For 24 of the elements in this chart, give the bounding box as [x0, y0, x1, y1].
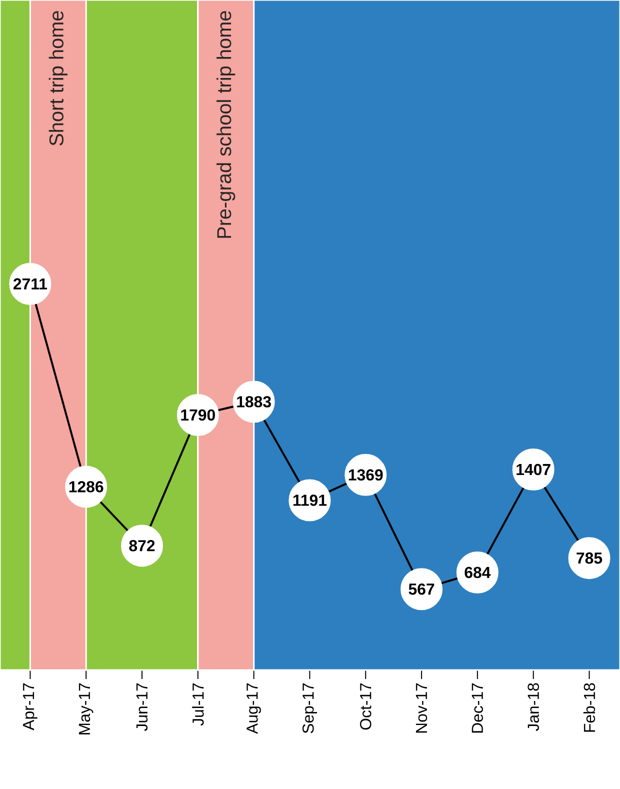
x-tick-label: Oct-17	[360, 683, 372, 730]
x-tick-label: Aug-17	[246, 683, 261, 734]
x-tick-label: Jul-17	[192, 683, 204, 726]
band-label: Short trip home	[48, 11, 68, 146]
data-label: 1286	[69, 481, 104, 492]
data-label: 567	[408, 583, 434, 595]
x-tick-label: Jun-17	[136, 683, 148, 732]
x-tick-label: Nov-17	[416, 683, 428, 733]
x-tick-label: Dec-17	[472, 683, 484, 733]
x-tick-label: May-17	[78, 683, 94, 734]
x-tick-label: Feb-18	[583, 683, 596, 732]
data-label: 1790	[181, 409, 215, 421]
data-label: 2711	[13, 278, 48, 290]
data-label: 785	[576, 552, 602, 564]
data-label: 684	[464, 566, 491, 578]
data-label: 1369	[348, 469, 383, 481]
band-label: Pre-grad school trip home	[216, 11, 236, 238]
data-label: 1883	[237, 396, 271, 408]
data-label: 872	[129, 540, 155, 552]
data-label: 1407	[516, 464, 550, 476]
x-tick-label: Sep-17	[302, 683, 317, 734]
x-tick-label: Apr-17	[23, 683, 38, 730]
data-label: 1191	[293, 494, 327, 506]
x-tick-label: Jan-18	[528, 683, 539, 732]
